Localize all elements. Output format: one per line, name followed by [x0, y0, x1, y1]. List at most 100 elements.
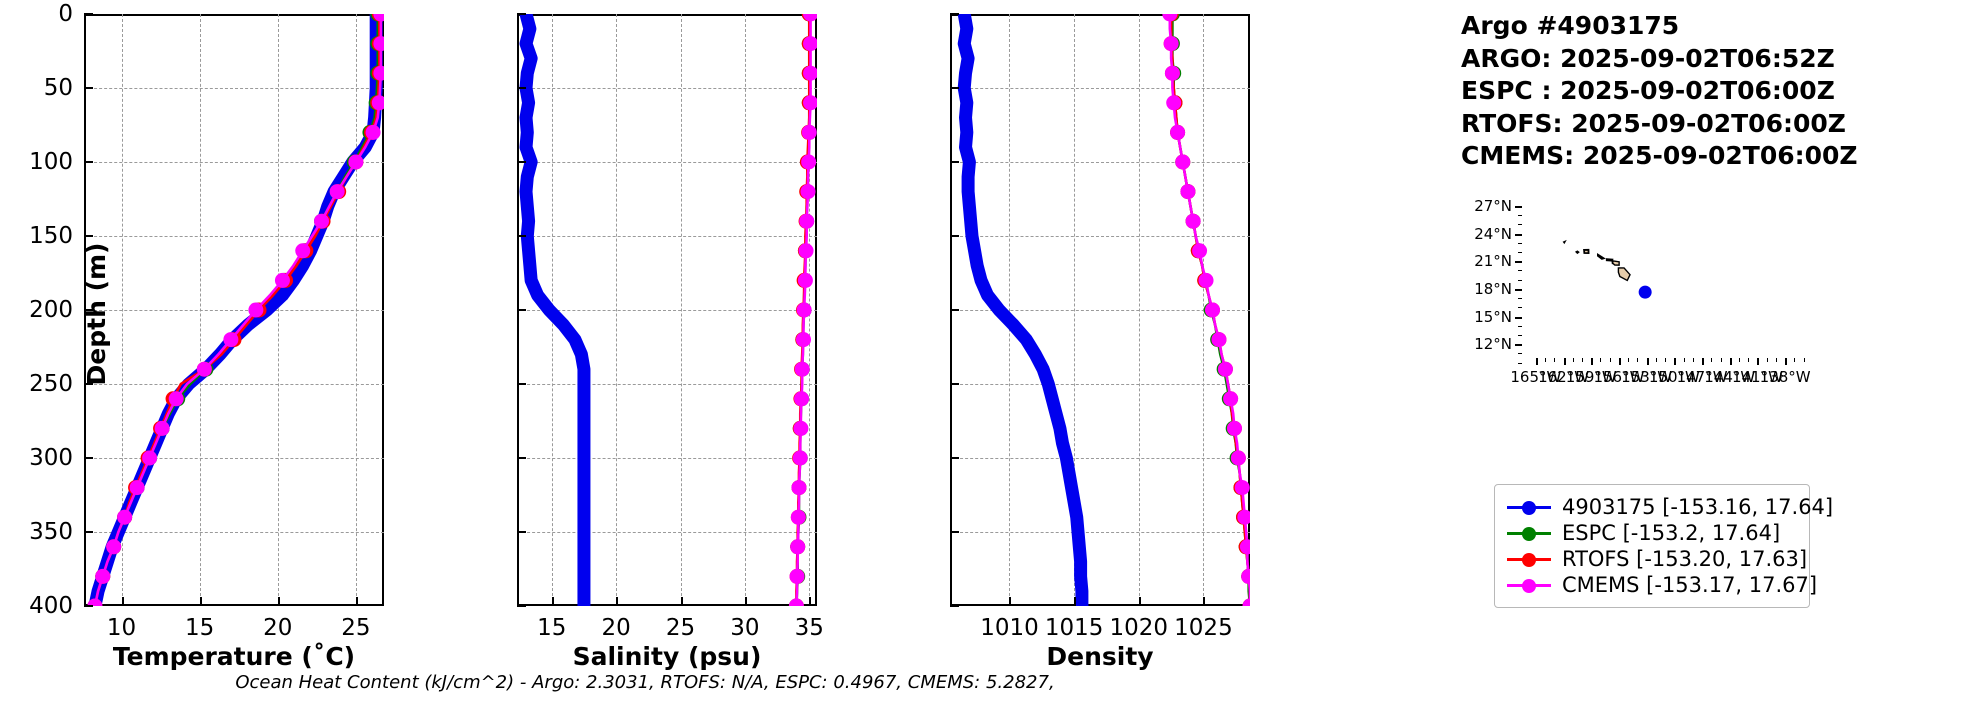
map-lat-tick: [1515, 344, 1522, 347]
salinity-marker: [801, 124, 817, 140]
map-lon-minor-tick: [1554, 358, 1556, 362]
legend-marker-circle-icon: [1522, 527, 1536, 541]
gridline-horizontal: [84, 532, 384, 533]
gridline-horizontal: [517, 310, 817, 311]
legend-item-1[interactable]: ESPC [-153.2, 17.64]: [1507, 520, 1797, 546]
temperature-marker: [314, 213, 329, 229]
y-tick: [950, 457, 959, 459]
x-tick-label: 1020: [1109, 615, 1169, 641]
density-marker: [1170, 124, 1186, 140]
x-tick-label: 1015: [1044, 615, 1104, 641]
salinity-axis-title: Salinity (psu): [572, 642, 762, 671]
map-lon-minor-tick: [1609, 358, 1611, 362]
y-tick: [84, 383, 93, 385]
y-tick: [950, 383, 959, 385]
y-tick-label: 400: [29, 593, 73, 619]
salinity-marker: [793, 420, 809, 436]
salinity-marker: [799, 213, 815, 229]
gridline-horizontal: [84, 310, 384, 311]
map-lat-minor-tick: [1518, 334, 1522, 336]
gridline-horizontal: [950, 310, 1250, 311]
map-lat-tick: [1515, 288, 1522, 291]
gridline-horizontal: [950, 384, 1250, 385]
map-lon-label: 147°W: [1676, 368, 1728, 386]
x-tick: [809, 597, 812, 606]
salinity-panel: 15 20 25 30 35: [517, 13, 824, 641]
y-tick: [950, 161, 959, 163]
map-landmasses: [1562, 239, 1652, 299]
depth-axis-label: Depth (m): [82, 242, 111, 386]
y-tick-label: 200: [29, 297, 73, 323]
temperature-marker: [373, 14, 384, 22]
legend-label: CMEMS [-153.17, 17.67]: [1562, 573, 1818, 597]
salinity-marker: [790, 539, 806, 555]
salinity-series-group: [519, 14, 817, 606]
legend-item-2[interactable]: RTOFS [-153.20, 17.63]: [1507, 546, 1807, 572]
map-lon-tick: [1757, 358, 1760, 365]
gridline-horizontal: [517, 458, 817, 459]
salinity-marker: [803, 65, 817, 81]
map-lat-minor-tick: [1518, 279, 1522, 281]
density-marker: [1180, 184, 1196, 200]
salinity-marker: [803, 14, 817, 22]
x-tick: [355, 597, 358, 606]
legend-marker-circle-icon: [1522, 553, 1536, 567]
legend-swatch: [1507, 552, 1551, 567]
map-lon-label: 150°W: [1648, 368, 1700, 386]
map-lat-minor-tick: [1518, 251, 1522, 253]
map-lon-tick: [1646, 358, 1649, 365]
map-lat-minor-tick: [1518, 298, 1522, 300]
island-shape: [1562, 239, 1567, 245]
x-tick: [744, 597, 747, 606]
x-tick: [616, 597, 619, 606]
salinity-marker: [789, 568, 805, 584]
legend-item-0[interactable]: 4903175 [-153.16, 17.64]: [1507, 494, 1833, 520]
x-tick-label: 30: [730, 615, 760, 641]
density-marker: [1237, 509, 1250, 525]
island-shape: [1583, 248, 1590, 255]
density-marker: [1239, 539, 1250, 555]
temperature-line-3: [93, 14, 383, 606]
map-lat-tick: [1515, 261, 1522, 264]
island-shape: [1574, 250, 1580, 255]
salinity-marker: [790, 509, 806, 525]
series-legend: 4903175 [-153.16, 17.64] ESPC [-153.2, 17…: [1494, 484, 1833, 608]
map-lon-tick: [1702, 358, 1705, 365]
ocean-heat-content-caption: Ocean Heat Content (kJ/cm^2) - Argo: 2.3…: [235, 672, 1055, 693]
map-lon-minor-tick: [1794, 358, 1796, 362]
map-lat-minor-tick: [1518, 224, 1522, 226]
map-lon-label: 144°W: [1704, 368, 1756, 386]
map-lon-minor-tick: [1637, 358, 1639, 362]
map-lon-minor-tick: [1711, 358, 1713, 362]
legend-item-3[interactable]: CMEMS [-153.17, 17.67]: [1507, 572, 1817, 598]
map-lat-tick: [1515, 205, 1522, 208]
map-lat-label: 27°N: [1474, 196, 1512, 215]
y-tick: [950, 531, 959, 533]
map-lon-minor-tick: [1683, 358, 1685, 362]
x-tick-label: 35: [794, 615, 824, 641]
temperature-line-0: [88, 14, 383, 606]
legend-swatch: [1507, 500, 1551, 515]
temperature-marker: [329, 184, 345, 200]
island-shape: [1597, 252, 1606, 260]
y-tick: [517, 605, 526, 607]
map-lon-label: 162°W: [1538, 368, 1590, 386]
density-marker: [1205, 302, 1220, 318]
x-tick: [199, 597, 202, 606]
salinity-marker: [794, 391, 810, 407]
y-tick: [517, 161, 526, 163]
map-lon-minor-tick: [1665, 358, 1667, 362]
x-tick-label: 25: [665, 615, 696, 641]
temperature-marker: [168, 391, 184, 407]
x-tick-label: 10: [106, 615, 137, 641]
x-tick: [680, 597, 683, 606]
gridline-horizontal: [517, 162, 817, 163]
temperature-marker: [154, 420, 170, 436]
density-marker: [1230, 450, 1246, 466]
density-marker: [1198, 272, 1214, 288]
map-lon-minor-tick: [1720, 358, 1722, 362]
density-marker: [1166, 95, 1182, 111]
temperature-line-1: [93, 14, 380, 606]
gridline-horizontal: [84, 88, 384, 89]
